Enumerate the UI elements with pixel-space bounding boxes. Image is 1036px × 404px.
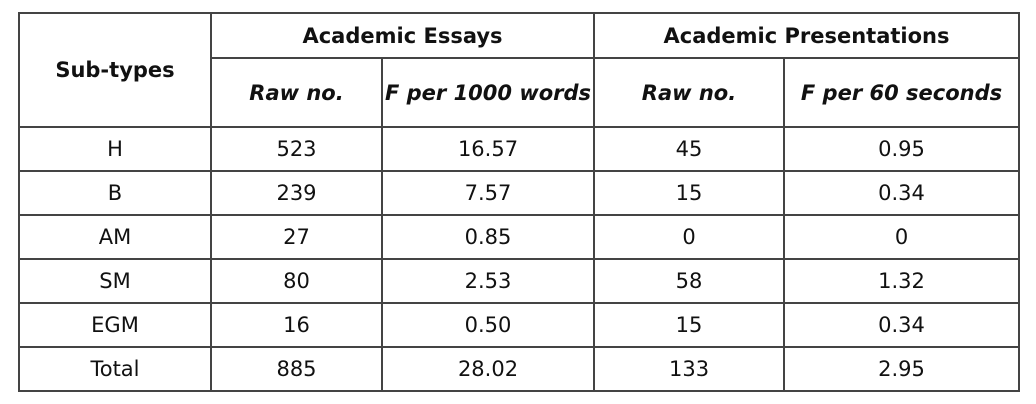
cell: 0 (783, 214, 1021, 260)
cell: 523 (210, 126, 383, 172)
row-label: B (18, 170, 212, 216)
subheader-row: Raw no. F per 1000 words Raw no. F per 6… (19, 57, 1021, 128)
cell: 0.95 (783, 126, 1021, 172)
column-header: F per 1000 words (380, 57, 596, 128)
cell: 15 (593, 170, 786, 216)
table-row: AM 27 0.85 0 0 (18, 214, 1021, 260)
row-label: SM (18, 258, 212, 304)
cell: 28.02 (380, 346, 596, 392)
table-row: B 239 7.57 15 0.34 (18, 170, 1021, 216)
cell: 80 (210, 258, 383, 304)
cell: 58 (593, 258, 786, 304)
column-header: Raw no. (210, 57, 383, 128)
cell: 45 (593, 126, 786, 172)
table-row: SM 80 2.53 58 1.32 (18, 258, 1021, 304)
cell: 0 (593, 214, 786, 260)
row-label: EGM (18, 302, 212, 348)
group-header: Academic Presentations (593, 12, 1021, 59)
cell: 27 (210, 214, 383, 260)
row-label: H (18, 126, 212, 172)
cell: 1.32 (783, 258, 1021, 304)
table-row: Total 885 28.02 133 2.95 (18, 346, 1021, 392)
row-label: Total (18, 346, 212, 392)
cell: 0.34 (783, 302, 1021, 348)
table-row: H 523 16.57 45 0.95 (18, 126, 1021, 172)
cell: 239 (210, 170, 383, 216)
cell: 16.57 (380, 126, 596, 172)
column-header: F per 60 seconds (783, 57, 1021, 128)
cell: 0.85 (380, 214, 596, 260)
header-row: Sub-types Academic Essays Academic Prese… (18, 12, 1021, 128)
column-header: Raw no. (593, 57, 786, 128)
cell: 16 (210, 302, 383, 348)
group-header: Academic Essays (209, 12, 596, 59)
data-table: Sub-types Academic Essays Academic Prese… (18, 12, 1021, 392)
cell: 2.95 (783, 346, 1021, 392)
cell: 0.34 (783, 170, 1021, 216)
cell: 2.53 (380, 258, 596, 304)
cell: 7.57 (380, 170, 596, 216)
row-label: AM (18, 214, 212, 260)
cell: 0.50 (380, 302, 596, 348)
cell: 133 (593, 346, 786, 392)
table-row: EGM 16 0.50 15 0.34 (18, 302, 1021, 348)
cell: 15 (593, 302, 786, 348)
cell: 885 (210, 346, 383, 392)
corner-header: Sub-types (18, 12, 212, 128)
